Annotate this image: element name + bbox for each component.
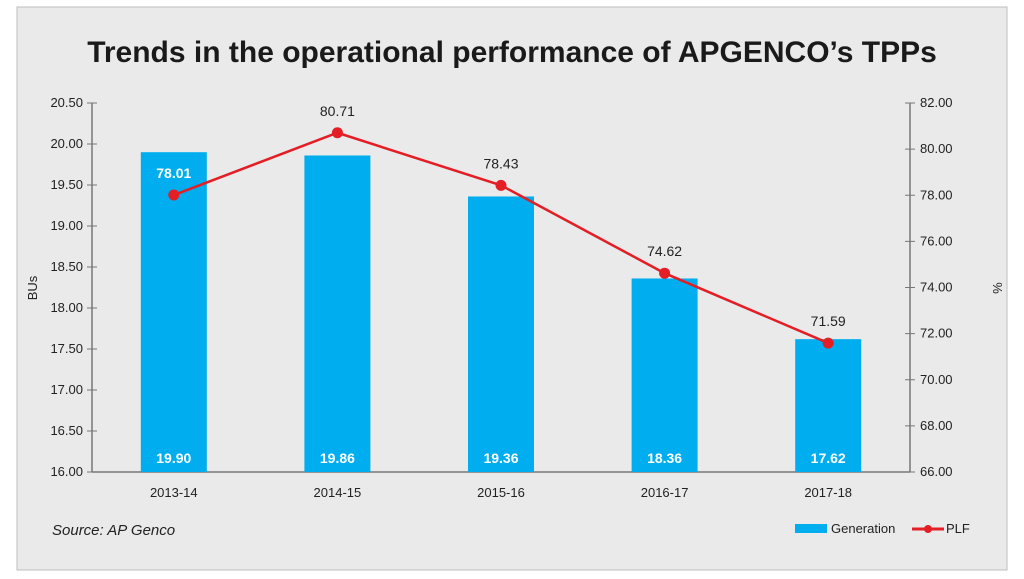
generation-bar-label: 19.90 xyxy=(156,450,191,466)
y-left-tick-label: 18.00 xyxy=(50,300,83,315)
plf-point xyxy=(822,337,834,349)
legend-plf-label: PLF xyxy=(946,521,970,536)
generation-bar-label: 18.36 xyxy=(647,450,682,466)
y-left-tick-label: 20.50 xyxy=(50,95,83,110)
generation-bar xyxy=(468,196,534,473)
legend-generation-swatch xyxy=(795,524,827,533)
y-right-tick-label: 72.00 xyxy=(920,326,953,341)
generation-bar xyxy=(631,278,698,472)
plf-point xyxy=(659,267,671,279)
chart-title: Trends in the operational performance of… xyxy=(87,36,937,69)
y-right-tick-label: 74.00 xyxy=(920,280,953,295)
y-right-tick-label: 66.00 xyxy=(920,464,953,479)
y-left-tick-label: 16.50 xyxy=(50,423,83,438)
legend-plf-marker xyxy=(924,525,932,533)
plf-point-label: 74.62 xyxy=(647,243,682,259)
y-right-tick-label: 82.00 xyxy=(920,95,953,110)
y-axis-right-label: % xyxy=(990,282,1005,294)
y-right-tick-label: 68.00 xyxy=(920,418,953,433)
x-tick-label: 2015-16 xyxy=(477,485,525,500)
y-left-tick-label: 17.00 xyxy=(50,382,83,397)
legend: Generation PLF xyxy=(795,521,970,536)
y-right-tick-label: 70.00 xyxy=(920,372,953,387)
generation-bar xyxy=(140,152,207,472)
x-tick-label: 2017-18 xyxy=(804,485,852,500)
y-left-tick-label: 19.00 xyxy=(50,218,83,233)
x-tick-label: 2013-14 xyxy=(150,485,198,500)
plf-point-label: 78.43 xyxy=(483,155,518,171)
generation-bar-label: 17.62 xyxy=(811,450,846,466)
y-right-tick-label: 78.00 xyxy=(920,187,953,202)
plf-point xyxy=(331,127,343,139)
y-left-tick-label: 16.00 xyxy=(50,464,83,479)
generation-bar xyxy=(304,155,371,473)
legend-generation-label: Generation xyxy=(831,521,895,536)
x-tick-label: 2014-15 xyxy=(314,485,362,500)
y-axis-left-label: BUs xyxy=(25,275,40,300)
source-note: Source: AP Genco xyxy=(52,522,175,539)
y-left-tick-label: 19.50 xyxy=(50,177,83,192)
generation-bar xyxy=(795,339,862,472)
x-tick-label: 2016-17 xyxy=(641,485,689,500)
plf-point-label: 78.01 xyxy=(156,165,191,181)
plf-point-label: 80.71 xyxy=(320,103,355,119)
y-right-tick-label: 80.00 xyxy=(920,141,953,156)
y-right-tick-label: 76.00 xyxy=(920,233,953,248)
y-left-tick-label: 17.50 xyxy=(50,341,83,356)
generation-bar-label: 19.36 xyxy=(483,450,518,466)
plf-point-label: 71.59 xyxy=(811,313,846,329)
plf-point xyxy=(168,189,180,201)
y-left-tick-label: 20.00 xyxy=(50,136,83,151)
generation-bar-label: 19.86 xyxy=(320,450,355,466)
plf-point xyxy=(495,179,507,191)
y-left-tick-label: 18.50 xyxy=(50,259,83,274)
